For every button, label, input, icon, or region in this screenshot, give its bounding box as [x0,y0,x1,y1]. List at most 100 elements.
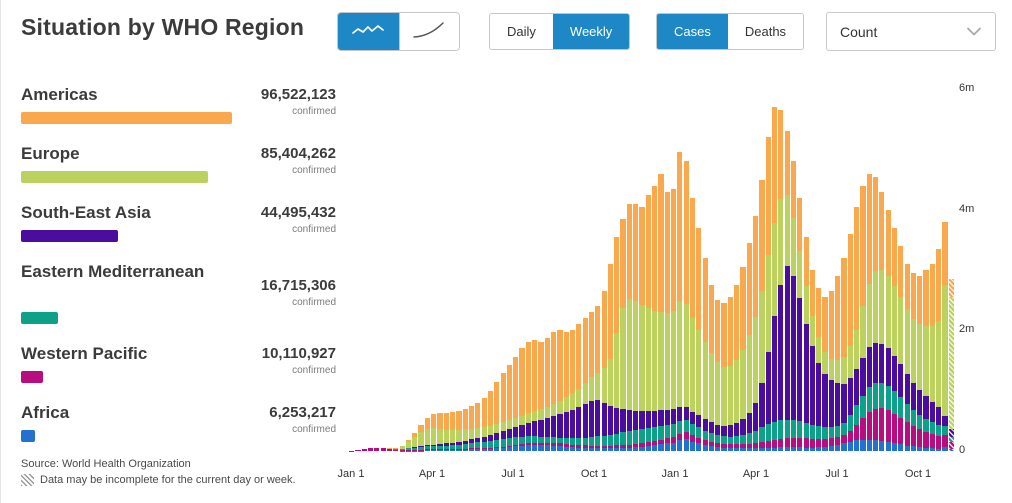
chart-bar-week-37[interactable] [576,324,582,451]
chart-bar-week-87[interactable] [891,227,898,451]
chart-bar-week-45[interactable] [626,203,632,451]
chart-bar-week-86[interactable] [885,209,891,451]
chart-bar-week-83[interactable] [866,173,872,451]
chart-bar-week-85[interactable] [879,191,885,451]
chart-bar-week-6[interactable] [380,448,386,451]
chart-bar-week-66[interactable] [759,179,765,451]
chart-bar-week-70[interactable] [784,131,790,451]
chart-bar-week-78[interactable] [835,276,841,451]
chart-bar-week-14[interactable] [431,413,437,451]
chart-bar-week-39[interactable] [588,312,595,451]
chart-bar-week-34[interactable] [557,330,563,451]
chart-bar-week-82[interactable] [860,185,866,451]
region-row-africa[interactable]: Africa 6,253,217 confirmed [21,402,336,442]
chart-bar-week-51[interactable] [664,191,670,451]
chart-bar-week-62[interactable] [734,285,740,451]
chart-bar-week-65[interactable] [753,215,759,451]
chart-bar-week-95[interactable] [942,221,948,451]
chart-bar-week-11[interactable] [412,432,418,451]
chart-bar-week-48[interactable] [645,194,651,451]
chart-bar-week-4[interactable] [367,448,374,451]
chart-bar-week-92[interactable] [923,270,929,451]
chart-bar-week-44[interactable] [620,218,626,451]
chart-bar-week-22[interactable] [481,397,487,451]
chart-bar-week-49[interactable] [652,185,658,451]
chart-bar-week-36[interactable] [569,330,576,451]
cumulative-chart-type-button[interactable] [398,13,459,50]
chart-bar-week-41[interactable] [601,291,607,451]
chart-bar-week-84[interactable] [872,176,879,451]
chart-bar-week-72[interactable] [797,197,803,451]
deaths-button[interactable]: Deaths [727,14,804,49]
chart-bar-week-15[interactable] [437,413,443,451]
chart-bar-week-35[interactable] [563,332,569,451]
chart-bar-week-50[interactable] [658,173,664,451]
chart-bar-week-47[interactable] [639,206,645,451]
region-row-western-pacific[interactable]: Western Pacific 10,110,927 confirmed [21,343,336,383]
chart-bar-week-7[interactable] [386,448,393,451]
chart-bar-week-53[interactable] [677,152,683,451]
region-row-south-east-asia[interactable]: South-East Asia 44,495,432 confirmed [21,202,336,242]
chart-bar-week-80[interactable] [847,233,853,451]
chart-bar-week-71[interactable] [790,161,797,451]
chart-bar-week-59[interactable] [715,300,721,451]
chart-bar-week-17[interactable] [450,412,456,451]
chart-bar-week-91[interactable] [917,276,923,451]
chart-bar-week-21[interactable] [475,402,481,451]
chart-bar-week-67[interactable] [765,137,771,451]
region-row-eastern-mediterranean[interactable]: Eastern Mediterranean 16,715,306 confirm… [21,261,336,324]
region-row-europe[interactable]: Europe 85,404,262 confirmed [21,143,336,183]
chart-bar-week-75[interactable] [816,288,822,451]
chart-bar-week-73[interactable] [803,236,809,451]
weekly-button[interactable]: Weekly [552,14,630,49]
chart-bar-week-56[interactable] [696,227,702,451]
chart-bar-week-38[interactable] [582,318,588,451]
chart-bar-week-3[interactable] [361,449,367,451]
chart-bar-week-42[interactable] [607,264,613,451]
chart-bar-week-76[interactable] [822,297,828,451]
chart-bar-week-31[interactable] [538,342,544,451]
weekly-bars-chart-type-button[interactable] [338,13,399,50]
chart-bar-week-79[interactable] [841,257,847,451]
chart-bar-week-5[interactable] [374,447,380,451]
chart-bar-week-63[interactable] [740,267,746,451]
chart-bar-week-19[interactable] [462,408,468,451]
chart-bar-week-60[interactable] [721,303,727,451]
chart-bar-week-30[interactable] [532,340,538,451]
chart-bar-week-27[interactable] [513,356,519,451]
chart-bar-week-93[interactable] [929,264,935,451]
chart-bar-week-33[interactable] [551,332,557,451]
chart-bar-week-13[interactable] [424,417,430,451]
chart-bar-week-43[interactable] [614,236,620,451]
chart-bar-week-25[interactable] [500,373,506,451]
chart-bar-week-8[interactable] [393,448,399,451]
chart-bar-week-32[interactable] [544,338,550,451]
daily-button[interactable]: Daily [490,14,553,49]
chart-bar-week-52[interactable] [670,188,677,451]
region-row-americas[interactable]: Americas 96,522,123 confirmed [21,84,336,124]
chart-bar-week-57[interactable] [702,257,708,451]
chart-bar-week-58[interactable] [708,285,714,451]
chart-bar-week-10[interactable] [405,440,411,451]
chart-bar-week-26[interactable] [506,365,512,451]
chart-bar-week-2[interactable] [355,450,361,451]
chart-bar-week-90[interactable] [910,273,916,451]
chart-bar-week-16[interactable] [443,413,449,451]
count-dropdown[interactable]: Count [826,12,996,51]
chart-bar-week-29[interactable] [525,342,531,451]
chart-bar-week-77[interactable] [828,291,834,451]
chart-bar-week-88[interactable] [898,245,904,451]
chart-bar-week-68[interactable] [771,107,778,451]
cases-button[interactable]: Cases [657,14,728,49]
chart-bar-week-61[interactable] [727,297,733,451]
chart-bar-week-64[interactable] [746,242,752,451]
chart-bar-week-9[interactable] [399,445,405,451]
chart-bar-week-24[interactable] [494,382,500,451]
chart-bar-week-81[interactable] [854,206,860,451]
chart-bar-week-55[interactable] [689,197,696,451]
chart-bar-week-54[interactable] [683,161,689,451]
chart-bar-week-18[interactable] [456,411,462,451]
chart-bar-week-28[interactable] [519,348,525,451]
chart-bar-week-74[interactable] [809,270,815,451]
chart-bar-week-20[interactable] [468,405,475,451]
